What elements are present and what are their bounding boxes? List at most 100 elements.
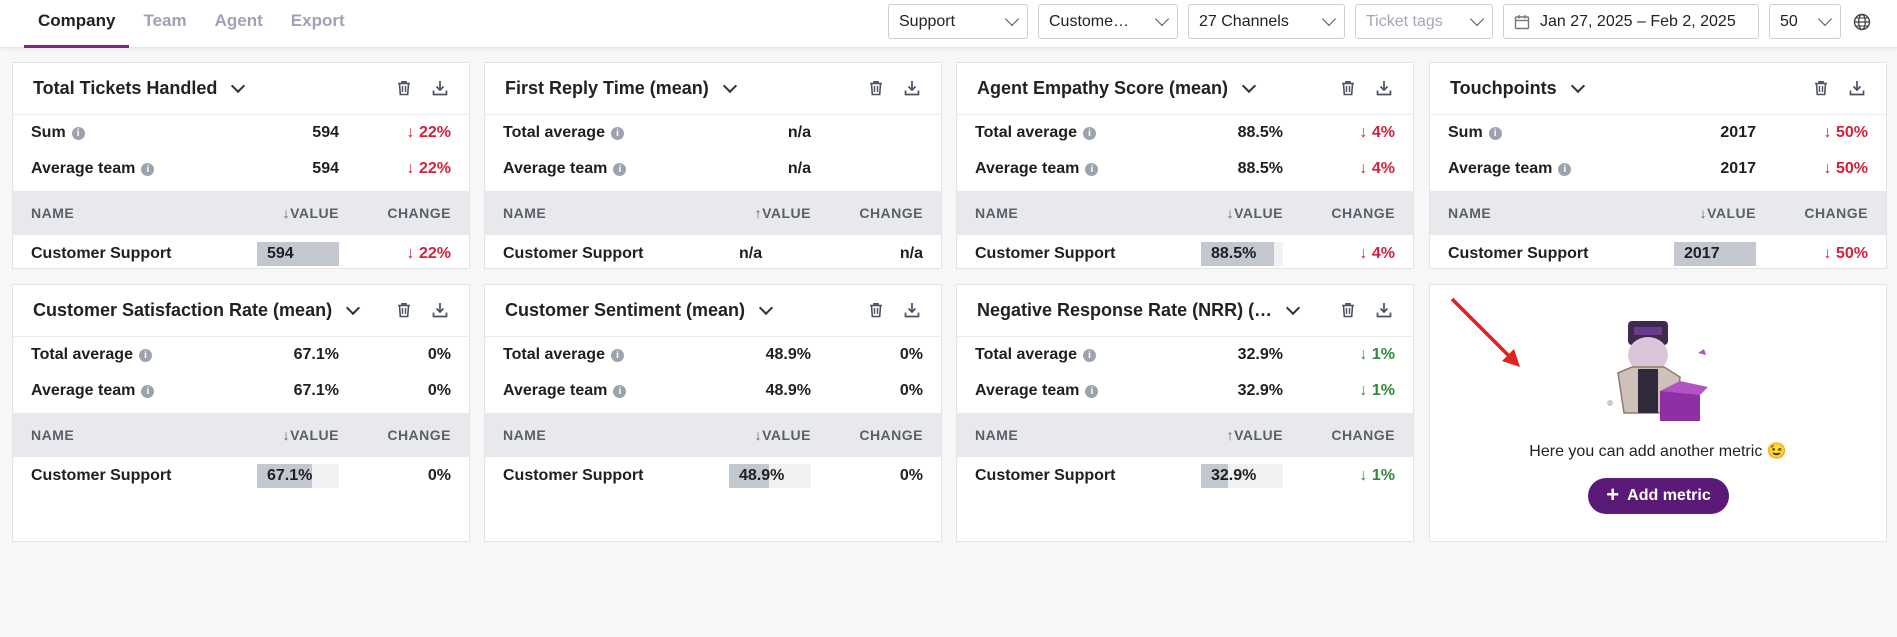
download-icon[interactable] bbox=[1848, 79, 1866, 97]
stat-change: ↓ 1% bbox=[1359, 346, 1395, 363]
group-select[interactable]: Support bbox=[888, 4, 1028, 39]
download-icon[interactable] bbox=[1375, 79, 1393, 97]
chevron-down-icon bbox=[1004, 11, 1020, 27]
stat-row: Total average i 88.5% ↓ 4% bbox=[957, 115, 1413, 151]
team-select-value: Custome… bbox=[1049, 12, 1130, 30]
column-header-change[interactable]: CHANGE bbox=[859, 427, 923, 443]
info-icon[interactable]: i bbox=[141, 162, 155, 176]
column-header-name[interactable]: NAME bbox=[975, 205, 1019, 221]
value-bar-fill bbox=[257, 464, 313, 488]
trash-icon[interactable] bbox=[395, 301, 413, 319]
trash-icon[interactable] bbox=[395, 79, 413, 97]
stat-change: 0% bbox=[427, 382, 451, 399]
tab-export[interactable]: Export bbox=[290, 11, 345, 30]
add-metric-button[interactable]: + Add metric bbox=[1588, 478, 1729, 514]
trash-icon[interactable] bbox=[867, 79, 885, 97]
stat-value: 2017 bbox=[1720, 160, 1756, 177]
download-icon[interactable] bbox=[903, 79, 921, 97]
team-select[interactable]: Custome… bbox=[1038, 4, 1178, 39]
column-header-name[interactable]: NAME bbox=[503, 205, 547, 221]
stat-row: Average team i 88.5% ↓ 4% bbox=[957, 151, 1413, 187]
stat-label: Sum bbox=[1448, 124, 1483, 141]
stat-label: Average team bbox=[1448, 160, 1553, 177]
column-header-name[interactable]: NAME bbox=[975, 427, 1019, 443]
column-header-value[interactable]: ↓VALUE bbox=[219, 205, 339, 221]
tab-team[interactable]: Team bbox=[143, 11, 187, 30]
language-globe-icon[interactable] bbox=[1851, 4, 1873, 39]
metric-card: Total Tickets Handled Sum i 594 ↓ 22% Ave… bbox=[12, 62, 470, 269]
chevron-down-icon bbox=[722, 78, 737, 94]
trash-icon[interactable] bbox=[1339, 301, 1357, 319]
column-header-change[interactable]: CHANGE bbox=[387, 205, 451, 221]
column-header-value[interactable]: ↑VALUE bbox=[691, 205, 811, 221]
column-header-change[interactable]: CHANGE bbox=[387, 427, 451, 443]
column-header-change[interactable]: CHANGE bbox=[1331, 427, 1395, 443]
stat-value: n/a bbox=[787, 160, 811, 177]
column-header-name[interactable]: NAME bbox=[31, 427, 75, 443]
tab-agent[interactable]: Agent bbox=[214, 11, 263, 30]
info-icon[interactable]: i bbox=[1082, 126, 1096, 140]
add-metric-message: Here you can add another metric 😉 bbox=[1529, 443, 1787, 460]
stat-row: Sum i 2017 ↓ 50% bbox=[1430, 115, 1886, 151]
column-header-value[interactable]: ↑VALUE bbox=[1163, 427, 1283, 443]
ticket-tags-select[interactable]: Ticket tags bbox=[1355, 4, 1493, 39]
column-header-value[interactable]: ↓VALUE bbox=[219, 427, 339, 443]
info-icon[interactable]: i bbox=[613, 384, 627, 398]
stat-value: 67.1% bbox=[293, 382, 339, 399]
column-header-name[interactable]: NAME bbox=[1448, 205, 1492, 221]
column-header-value[interactable]: ↓VALUE bbox=[1636, 205, 1756, 221]
card-title-dropdown[interactable]: Customer Sentiment (mean) bbox=[505, 300, 774, 321]
row-change: n/a bbox=[899, 245, 923, 262]
card-title: Customer Sentiment (mean) bbox=[505, 300, 746, 320]
download-icon[interactable] bbox=[1375, 301, 1393, 319]
card-title-dropdown[interactable]: Total Tickets Handled bbox=[33, 78, 246, 99]
date-range-value: Jan 27, 2025 – Feb 2, 2025 bbox=[1540, 12, 1736, 30]
value-bar: 594 bbox=[257, 242, 339, 266]
date-range-picker[interactable]: Jan 27, 2025 – Feb 2, 2025 bbox=[1503, 4, 1759, 39]
column-header-name[interactable]: NAME bbox=[503, 427, 547, 443]
stat-value: 32.9% bbox=[1237, 346, 1283, 363]
card-title-dropdown[interactable]: Touchpoints bbox=[1450, 78, 1585, 99]
channels-select[interactable]: 27 Channels bbox=[1188, 4, 1345, 39]
card-title-dropdown[interactable]: First Reply Time (mean) bbox=[505, 78, 737, 99]
metric-card: Negative Response Rate (NRR) (… Total av… bbox=[956, 284, 1414, 542]
stat-value: 48.9% bbox=[765, 382, 811, 399]
info-icon[interactable]: i bbox=[613, 162, 627, 176]
info-icon[interactable]: i bbox=[610, 126, 624, 140]
info-icon[interactable]: i bbox=[610, 348, 624, 362]
info-icon[interactable]: i bbox=[1558, 162, 1572, 176]
trash-icon[interactable] bbox=[867, 301, 885, 319]
card-title-dropdown[interactable]: Negative Response Rate (NRR) (… bbox=[977, 300, 1301, 321]
card-header: First Reply Time (mean) bbox=[485, 63, 941, 115]
card-actions bbox=[1339, 79, 1393, 97]
info-icon[interactable]: i bbox=[1082, 348, 1096, 362]
table-header: NAME ↑VALUE CHANGE bbox=[957, 413, 1413, 457]
stat-change: 0% bbox=[899, 382, 923, 399]
card-title-dropdown[interactable]: Agent Empathy Score (mean) bbox=[977, 78, 1257, 99]
trash-icon[interactable] bbox=[1339, 79, 1357, 97]
stat-label: Total average bbox=[31, 346, 133, 363]
info-icon[interactable]: i bbox=[1488, 126, 1502, 140]
info-icon[interactable]: i bbox=[138, 348, 152, 362]
download-icon[interactable] bbox=[431, 301, 449, 319]
column-header-change[interactable]: CHANGE bbox=[859, 205, 923, 221]
info-icon[interactable]: i bbox=[1085, 162, 1099, 176]
stat-change: ↓ 4% bbox=[1359, 160, 1395, 177]
column-header-value-label: VALUE bbox=[290, 427, 339, 443]
page-size-select[interactable]: 50 bbox=[1769, 4, 1841, 39]
column-header-name[interactable]: NAME bbox=[31, 205, 75, 221]
table-header: NAME ↓VALUE CHANGE bbox=[957, 191, 1413, 235]
download-icon[interactable] bbox=[903, 301, 921, 319]
trash-icon[interactable] bbox=[1812, 79, 1830, 97]
info-icon[interactable]: i bbox=[1085, 384, 1099, 398]
column-header-change[interactable]: CHANGE bbox=[1804, 205, 1868, 221]
download-icon[interactable] bbox=[431, 79, 449, 97]
info-icon[interactable]: i bbox=[141, 384, 155, 398]
card-header: Total Tickets Handled bbox=[13, 63, 469, 115]
column-header-value[interactable]: ↓VALUE bbox=[1163, 205, 1283, 221]
tab-company[interactable]: Company bbox=[24, 0, 130, 48]
card-title-dropdown[interactable]: Customer Satisfaction Rate (mean) bbox=[33, 300, 361, 321]
column-header-change[interactable]: CHANGE bbox=[1331, 205, 1395, 221]
info-icon[interactable]: i bbox=[71, 126, 85, 140]
column-header-value[interactable]: ↓VALUE bbox=[691, 427, 811, 443]
